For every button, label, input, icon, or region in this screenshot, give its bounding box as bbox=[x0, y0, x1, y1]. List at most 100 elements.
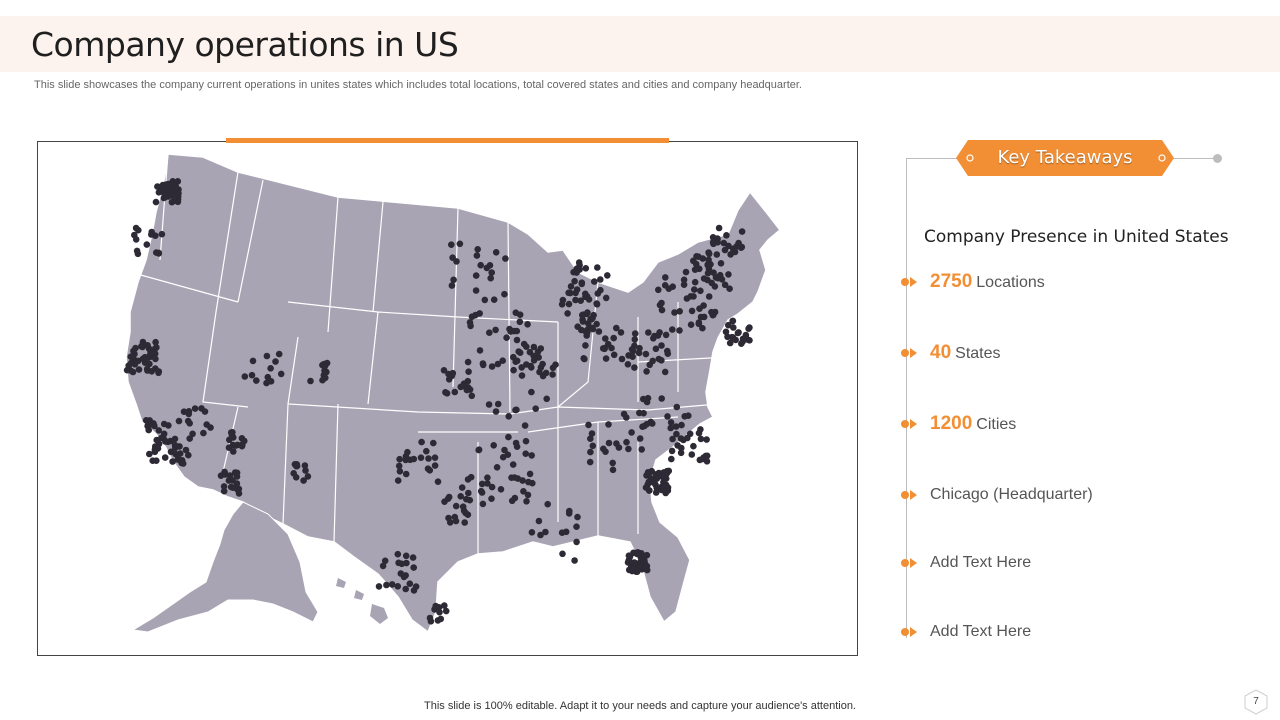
location-dot-icon bbox=[226, 472, 234, 479]
location-dot-icon bbox=[516, 318, 524, 326]
orange-arrow-bullet-icon bbox=[901, 627, 917, 637]
location-dot-icon bbox=[528, 529, 536, 536]
location-dot-icon bbox=[164, 193, 172, 200]
location-dot-icon bbox=[478, 489, 486, 496]
location-dot-icon bbox=[484, 480, 491, 487]
location-dot-icon bbox=[537, 364, 545, 371]
location-dot-icon bbox=[186, 420, 193, 427]
location-dot-icon bbox=[631, 342, 638, 350]
location-dot-icon bbox=[504, 451, 512, 459]
orange-arrow-bullet-icon bbox=[901, 490, 917, 500]
location-dot-icon bbox=[722, 328, 730, 336]
location-dot-icon bbox=[587, 448, 594, 456]
location-dot-icon bbox=[175, 186, 182, 193]
location-dot-icon bbox=[146, 450, 153, 458]
location-dot-icon bbox=[717, 260, 725, 267]
location-dot-icon bbox=[625, 566, 633, 574]
location-dot-icon bbox=[629, 353, 636, 360]
location-dot-icon bbox=[746, 337, 753, 344]
location-dot-icon bbox=[430, 439, 437, 447]
location-dot-icon bbox=[227, 483, 235, 491]
location-dot-icon bbox=[542, 369, 550, 377]
location-dot-icon bbox=[459, 503, 467, 511]
location-dot-icon bbox=[565, 289, 572, 297]
location-dot-icon bbox=[699, 255, 707, 262]
location-dot-icon bbox=[573, 538, 580, 546]
location-dot-icon bbox=[641, 552, 648, 560]
location-dot-icon bbox=[277, 370, 285, 378]
location-dot-icon bbox=[690, 442, 697, 450]
location-dot-icon bbox=[631, 330, 639, 337]
location-dot-icon bbox=[131, 231, 138, 239]
location-dot-icon bbox=[573, 523, 580, 530]
location-dot-icon bbox=[691, 286, 698, 293]
location-dot-icon bbox=[484, 474, 491, 482]
location-dot-icon bbox=[600, 445, 607, 453]
location-dot-icon bbox=[473, 252, 481, 259]
location-dot-icon bbox=[406, 580, 414, 587]
location-dot-icon bbox=[676, 327, 683, 334]
orange-arrow-bullet-icon bbox=[901, 419, 917, 429]
location-dot-icon bbox=[152, 198, 160, 206]
takeaway-number: 2750 bbox=[930, 271, 973, 292]
location-dot-icon bbox=[474, 246, 482, 253]
location-dot-icon bbox=[571, 557, 578, 564]
location-dot-icon bbox=[691, 278, 699, 286]
takeaway-text: Locations bbox=[976, 274, 1045, 291]
location-dot-icon bbox=[559, 550, 566, 558]
location-dot-icon bbox=[604, 272, 611, 279]
location-dot-icon bbox=[135, 366, 143, 373]
location-dot-icon bbox=[468, 392, 476, 400]
location-dot-icon bbox=[594, 264, 601, 271]
location-dot-icon bbox=[464, 377, 472, 385]
location-dot-icon bbox=[633, 550, 641, 558]
location-dot-icon bbox=[467, 322, 474, 330]
location-dot-icon bbox=[732, 336, 739, 344]
location-dot-icon bbox=[624, 361, 632, 368]
location-dot-icon bbox=[437, 615, 445, 623]
location-dot-icon bbox=[599, 345, 607, 352]
state-borders bbox=[129, 153, 729, 554]
location-dot-icon bbox=[381, 557, 389, 565]
location-dot-icon bbox=[625, 445, 632, 453]
location-dot-icon bbox=[671, 309, 678, 316]
location-dot-icon bbox=[640, 395, 647, 403]
location-dot-icon bbox=[402, 585, 410, 593]
location-dot-icon bbox=[142, 417, 150, 424]
location-dot-icon bbox=[161, 454, 169, 461]
location-dot-icon bbox=[575, 259, 583, 266]
location-dot-icon bbox=[623, 438, 630, 446]
location-dot-icon bbox=[152, 355, 159, 363]
location-dot-icon bbox=[458, 484, 466, 491]
location-dot-icon bbox=[667, 419, 675, 426]
location-dot-icon bbox=[602, 335, 609, 342]
location-dot-icon bbox=[695, 320, 703, 328]
location-dot-icon bbox=[593, 320, 600, 328]
location-dot-icon bbox=[567, 283, 575, 290]
location-dot-icon bbox=[383, 581, 390, 589]
takeaway-item-locations: 2750 Locations bbox=[900, 270, 1045, 294]
page-number-badge bbox=[1244, 689, 1268, 715]
location-dot-icon bbox=[658, 306, 666, 314]
location-dot-icon bbox=[301, 462, 309, 469]
location-dot-icon bbox=[609, 466, 617, 474]
location-dot-icon bbox=[486, 329, 493, 336]
takeaway-text: Add Text Here bbox=[930, 554, 1032, 571]
location-dot-icon bbox=[725, 271, 732, 278]
location-dot-icon bbox=[687, 321, 695, 328]
location-dot-icon bbox=[565, 300, 573, 308]
location-dot-icon bbox=[685, 412, 692, 420]
location-dot-icon bbox=[478, 480, 486, 488]
location-dot-icon bbox=[711, 308, 719, 316]
map-accent-bar bbox=[226, 138, 669, 143]
location-dot-icon bbox=[253, 377, 260, 384]
location-dot-icon bbox=[672, 423, 680, 430]
location-dot-icon bbox=[697, 287, 704, 295]
location-dot-icon bbox=[660, 469, 668, 476]
location-dot-icon bbox=[446, 519, 454, 526]
location-dot-icon bbox=[643, 368, 650, 375]
location-dot-icon bbox=[154, 445, 162, 452]
location-dot-icon bbox=[520, 340, 528, 348]
location-dot-icon bbox=[479, 361, 487, 369]
takeaway-text: Add Text Here bbox=[930, 623, 1032, 640]
